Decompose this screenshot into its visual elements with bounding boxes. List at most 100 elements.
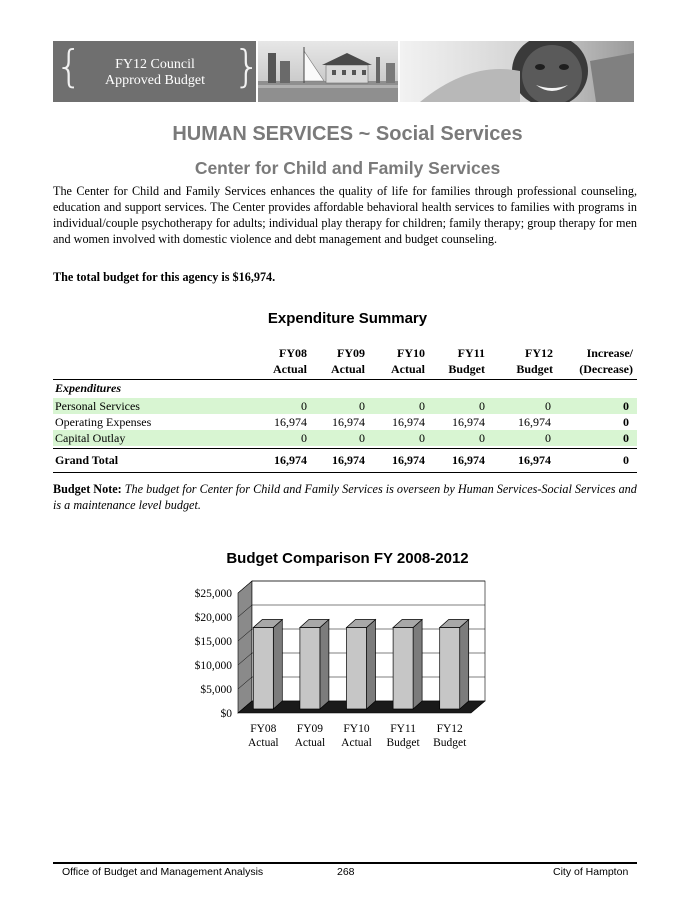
header-banner: { FY12 Council Approved Budget } — [53, 41, 634, 102]
row-label: Grand Total — [55, 453, 119, 467]
gridline-diagonal — [237, 676, 253, 690]
bar — [392, 627, 414, 710]
row-label: Personal Services — [55, 399, 140, 413]
column-header-change: Increase/ (Decrease) — [553, 345, 633, 379]
column-header-line: Actual — [273, 362, 307, 376]
column-header-fy12: FY12 Budget — [485, 345, 553, 379]
banner-title-panel: { FY12 Council Approved Budget } — [53, 41, 261, 102]
page-title: HUMAN SERVICES ~ Social Services — [172, 123, 523, 145]
cell: 16,974 — [332, 453, 365, 467]
x-tick-label: Actual — [248, 737, 279, 749]
column-header-fy11: FY11 Budget — [425, 345, 485, 379]
cell: 16,974 — [332, 415, 365, 429]
bottom-rule — [53, 472, 637, 473]
banner-title: FY12 Council Approved Budget — [75, 57, 235, 89]
bar-side — [459, 618, 470, 710]
grand-total-row: Grand Total 16,974 16,974 16,974 16,974 … — [53, 452, 637, 468]
chart-title: Budget Comparison FY 2008-2012 — [226, 550, 469, 567]
table-row: Personal Services 0 0 0 0 0 0 — [53, 398, 637, 414]
column-header-line: Actual — [331, 362, 365, 376]
cell: 0 — [545, 431, 551, 445]
harbor-photo — [258, 41, 398, 102]
intro-paragraph: The Center for Child and Family Services… — [53, 184, 637, 246]
table-row: Operating Expenses 16,974 16,974 16,974 … — [53, 414, 637, 430]
header-rule — [53, 379, 637, 380]
x-tick-label: Budget — [386, 737, 420, 749]
budget-note: Budget Note: The budget for Center for C… — [53, 481, 637, 513]
cell: 0 — [623, 415, 629, 429]
column-header-fy09: FY09 Actual — [307, 345, 365, 379]
x-tick-label: FY09 — [297, 723, 323, 735]
cell: 0 — [545, 399, 551, 413]
section-label: Expenditures — [55, 381, 122, 395]
x-tick-label: FY12 — [437, 723, 463, 735]
right-brace-icon: } — [233, 41, 261, 92]
cell: 0 — [419, 399, 425, 413]
bar-side — [366, 618, 376, 710]
y-tick-label: $15,000 — [195, 635, 233, 648]
column-header-line: Actual — [391, 362, 425, 376]
gridline-diagonal — [237, 652, 253, 666]
cell: 16,974 — [392, 453, 425, 467]
column-header-line: FY09 — [337, 346, 365, 360]
x-tick-label: Actual — [295, 737, 326, 749]
gridline-diagonal — [237, 604, 253, 618]
cell: 16,974 — [274, 453, 307, 467]
x-tick-label: Budget — [433, 737, 467, 749]
total-rule — [53, 448, 637, 449]
column-header-fy10: FY10 Actual — [365, 345, 425, 379]
banner-title-line1: FY12 Council — [115, 57, 195, 72]
cell: 0 — [301, 399, 307, 413]
left-brace-icon: { — [55, 41, 83, 92]
x-tick-label: FY11 — [390, 723, 416, 735]
budget-note-label: Budget Note: — [53, 482, 122, 496]
cell: 16,974 — [518, 415, 551, 429]
column-header-line: (Decrease) — [579, 362, 633, 376]
footer-rule — [53, 862, 637, 864]
column-header-line: FY10 — [397, 346, 425, 360]
column-header-line: FY08 — [279, 346, 307, 360]
child-photo — [400, 41, 634, 102]
footer-office: Office of Budget and Management Analysis — [62, 866, 264, 878]
column-header-line: FY12 — [525, 346, 553, 360]
bar — [439, 627, 461, 710]
column-header-fy08: FY08 Actual — [247, 345, 307, 379]
bar-side — [272, 618, 283, 710]
expenditure-summary-title: Expenditure Summary — [267, 310, 428, 327]
x-tick-label: FY08 — [250, 723, 276, 735]
row-label: Operating Expenses — [55, 415, 152, 429]
cell: 16,974 — [392, 415, 425, 429]
gridline-diagonal — [237, 580, 253, 594]
cell: 0 — [419, 431, 425, 445]
total-budget-statement: The total budget for this agency is $16,… — [53, 270, 276, 284]
cell: 0 — [359, 399, 365, 413]
cell: 0 — [301, 431, 307, 445]
banner-title-line2: Approved Budget — [105, 73, 205, 88]
page-number: 268 — [337, 866, 355, 878]
bar-side — [319, 618, 330, 710]
section-row: Expenditures — [53, 380, 637, 396]
bar — [299, 627, 321, 710]
cell: 0 — [479, 431, 485, 445]
gridline-diagonal — [237, 628, 253, 642]
column-header-line: Budget — [516, 362, 553, 376]
y-tick-label: $5,000 — [200, 683, 232, 696]
bar — [252, 627, 274, 710]
column-header-line: FY11 — [457, 346, 485, 360]
y-tick-label: $10,000 — [195, 659, 233, 672]
budget-note-text: The budget for Center for Child and Fami… — [53, 482, 637, 512]
cell: 0 — [623, 399, 629, 413]
column-header-line: Budget — [448, 362, 485, 376]
bar — [346, 627, 367, 710]
column-header-line: Increase/ — [586, 346, 633, 360]
y-tick-label: $20,000 — [195, 611, 233, 624]
y-tick-label: $0 — [221, 707, 233, 720]
cell: 0 — [623, 453, 629, 467]
cell: 0 — [359, 431, 365, 445]
cell: 16,974 — [452, 415, 485, 429]
y-tick-label: $25,000 — [195, 587, 233, 600]
bar-side — [412, 618, 423, 710]
chart-side-wall — [237, 580, 253, 714]
cell: 0 — [479, 399, 485, 413]
page-subtitle: Center for Child and Family Services — [194, 158, 501, 178]
